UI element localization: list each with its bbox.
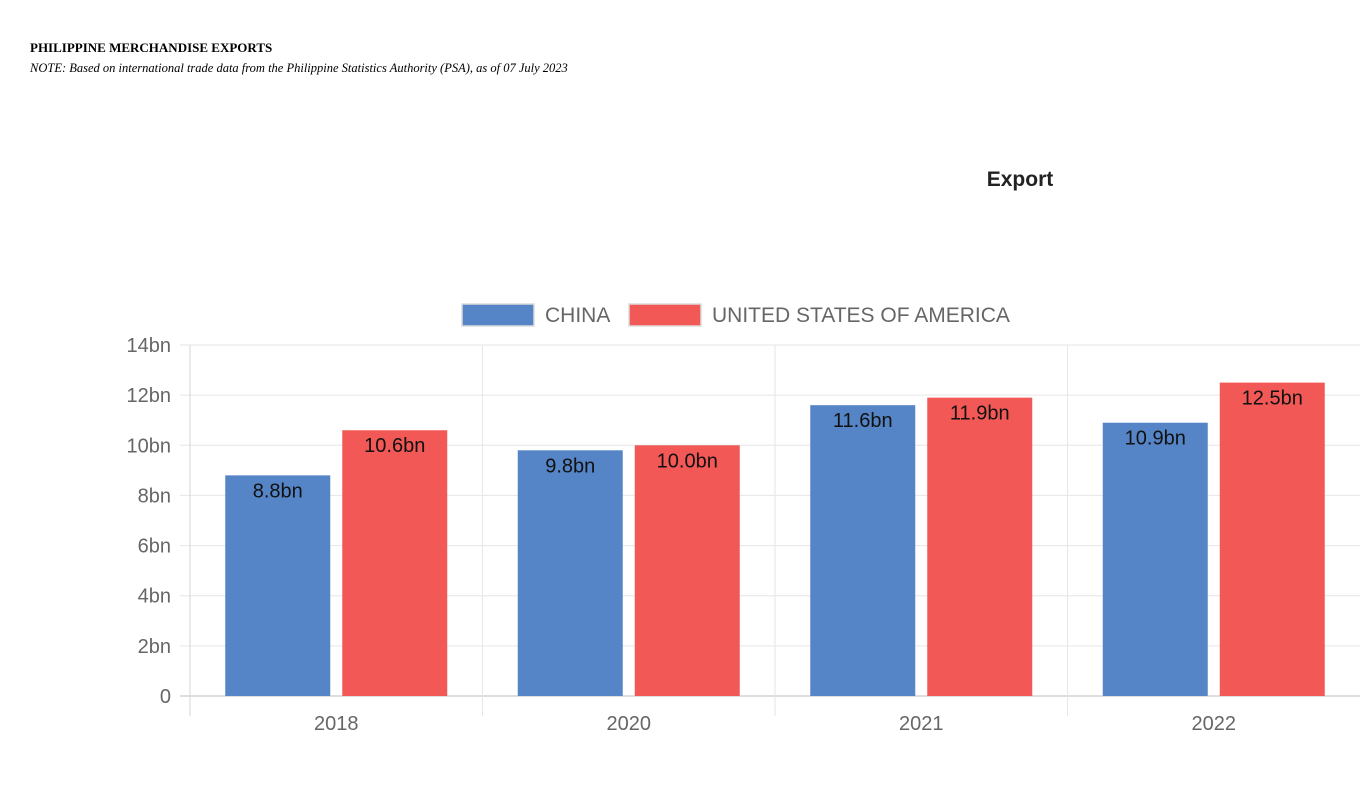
legend-label: UNITED STATES OF AMERICA xyxy=(712,304,1010,327)
x-tick-label: 2018 xyxy=(314,713,359,735)
bar-usa-2018[interactable] xyxy=(342,430,448,696)
data-label-usa-2021: 11.9bn xyxy=(950,403,1010,425)
x-tick-label: 2021 xyxy=(899,713,944,735)
y-tick-label: 2bn xyxy=(138,636,171,658)
legend-item-china[interactable]: CHINA xyxy=(461,303,610,327)
y-tick-label: 6bn xyxy=(138,536,171,558)
bar-usa-2022[interactable] xyxy=(1219,382,1325,696)
y-tick-label: 14bn xyxy=(127,335,172,357)
legend-item-usa[interactable]: UNITED STATES OF AMERICA xyxy=(628,303,1010,327)
data-label-layer: 8.8bn 10.6bn 9.8bn 10.0bn 11.6bn 11.9bn 10.9bn… xyxy=(253,388,1303,503)
bar-china-2021[interactable] xyxy=(810,405,916,696)
legend-label: CHINA xyxy=(545,304,610,327)
data-label-usa-2018: 10.6bn xyxy=(364,435,425,457)
x-tick-label: 2020 xyxy=(607,713,652,735)
data-label-china-2021: 11.6bn xyxy=(833,410,893,432)
data-label-usa-2022: 12.5bn xyxy=(1242,388,1303,410)
legend[interactable]: CHINA UNITED STATES OF AMERICA xyxy=(461,303,1010,327)
x-tick-label: 2022 xyxy=(1192,713,1237,735)
bar-usa-2020[interactable] xyxy=(634,445,740,696)
y-tick-label: 8bn xyxy=(138,485,171,507)
legend-swatch xyxy=(628,303,702,327)
data-label-china-2018: 8.8bn xyxy=(253,480,303,502)
data-label-usa-2020: 10.0bn xyxy=(657,450,718,472)
bar-china-2020[interactable] xyxy=(517,450,623,696)
page-heading: PHILIPPINE MERCHANDISE EXPORTS xyxy=(30,40,273,55)
bar-china-2018[interactable] xyxy=(225,475,331,696)
bar-china-2022[interactable] xyxy=(1102,422,1208,696)
bar-usa-2021[interactable] xyxy=(927,397,1033,696)
data-label-china-2022: 10.9bn xyxy=(1125,428,1186,450)
bar-layer xyxy=(225,382,1325,696)
y-tick-label: 10bn xyxy=(127,435,172,457)
y-tick-label: 0 xyxy=(160,686,171,708)
y-tick-label: 12bn xyxy=(127,385,172,407)
data-label-china-2020: 9.8bn xyxy=(545,455,595,477)
y-tick-label: 4bn xyxy=(138,586,171,608)
legend-swatch xyxy=(461,303,535,327)
page-note: NOTE: Based on international trade data … xyxy=(30,61,568,75)
chart-title: Export xyxy=(986,168,1054,191)
